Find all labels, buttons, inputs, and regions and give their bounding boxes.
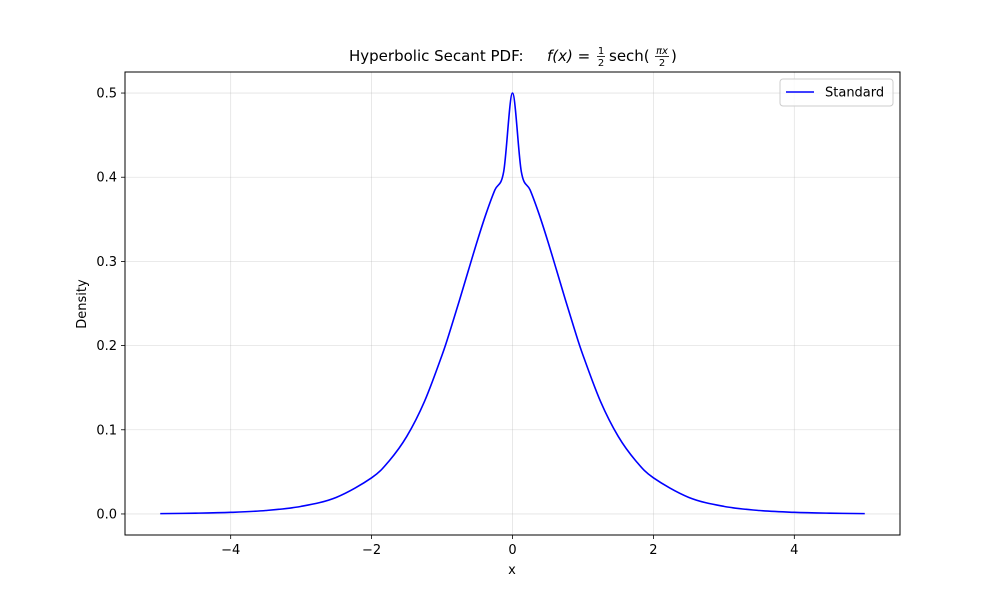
x-axis-label: x (508, 563, 516, 578)
y-tick-label: 0.1 (96, 423, 117, 438)
x-tick-label: −4 (221, 543, 240, 558)
y-tick-label: 0.5 (96, 87, 117, 102)
chart-title-half-numerator: 1 (598, 46, 604, 57)
legend-label-standard: Standard (825, 86, 884, 101)
y-tick-label: 0.4 (96, 171, 117, 186)
x-tick-label: 2 (649, 543, 657, 558)
chart-title: Hyperbolic Secant PDF: f(x) = 1 2 sech( … (349, 46, 677, 69)
legend: Standard (779, 78, 894, 107)
x-tick-label: −2 (362, 543, 381, 558)
chart-title-lhs: f(x) = (547, 47, 590, 65)
chart-title-half-denominator: 2 (598, 58, 604, 69)
y-tick-label: 0.2 (96, 339, 117, 354)
chart-title-close: ) (671, 47, 677, 65)
x-tick-label: 4 (790, 543, 798, 558)
chart-title-pix-numerator: πx (656, 46, 668, 57)
y-axis-label: Density (75, 279, 90, 329)
x-axis-ticks: −4 −2 0 2 4 (221, 535, 798, 558)
y-tick-label: 0.0 (96, 507, 117, 522)
y-axis-ticks: 0.0 0.1 0.2 0.3 0.4 0.5 (96, 87, 125, 522)
legend-box (779, 78, 894, 107)
series-line-standard (160, 92, 865, 515)
x-tick-label: 0 (508, 543, 516, 558)
chart-title-prefix: Hyperbolic Secant PDF: (349, 47, 524, 65)
y-tick-label: 0.3 (96, 255, 117, 270)
chart-title-sech: sech( (609, 47, 650, 65)
chart-title-pix-denominator: 2 (659, 58, 665, 69)
grid (125, 72, 900, 535)
